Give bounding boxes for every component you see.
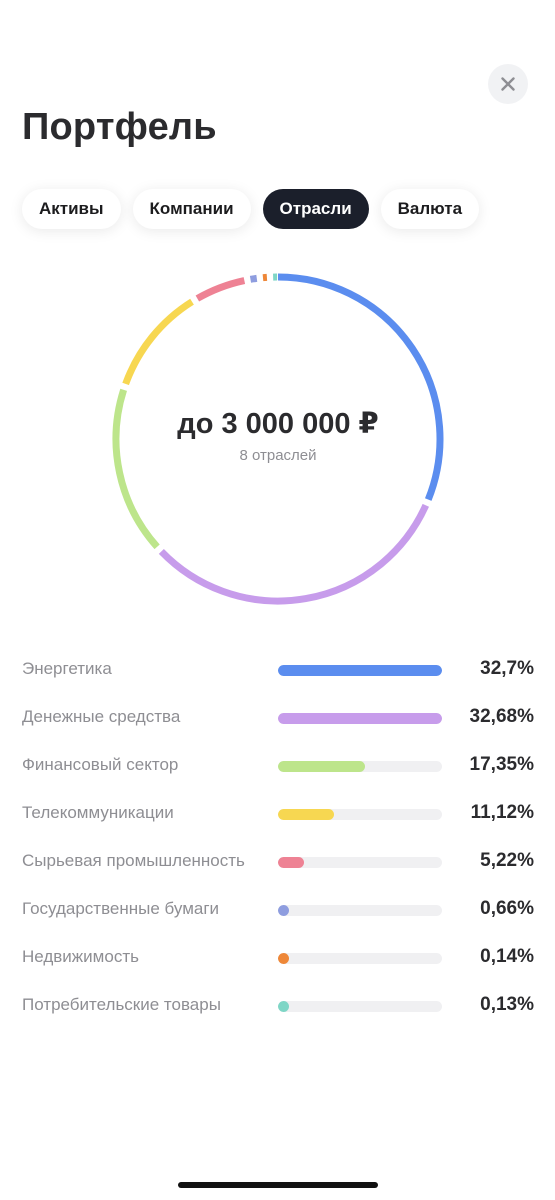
sector-name: Недвижимость <box>22 947 139 966</box>
close-icon <box>501 77 515 91</box>
sector-bar <box>278 809 442 820</box>
donut-segment <box>195 277 246 302</box>
sector-bar-fill <box>278 953 289 964</box>
sector-bar-fill <box>278 857 305 868</box>
sector-name: Финансовый сектор <box>22 755 179 774</box>
sector-row-financial[interactable]: Финансовый сектор 17,35% <box>22 743 534 791</box>
sector-percent: 32,68% <box>469 706 534 727</box>
sector-bar <box>278 761 442 772</box>
sector-row-energy[interactable]: Энергетика 32,7% <box>22 647 534 695</box>
donut-segment <box>122 298 194 386</box>
close-button[interactable] <box>488 64 528 104</box>
sector-bar-fill <box>278 809 334 820</box>
sector-percent: 11,12% <box>470 802 534 823</box>
sector-donut-chart: до 3 000 000 ₽ 8 отраслей <box>108 269 448 609</box>
donut-svg <box>112 273 444 605</box>
sector-row-materials[interactable]: Сырьевая промышленность 5,22% <box>22 839 534 887</box>
sector-name: Сырьевая промышленность <box>22 851 245 870</box>
sector-name: Потребительские товары <box>22 995 221 1014</box>
sector-percent: 0,66% <box>480 898 534 919</box>
tab-sectors[interactable]: Отрасли <box>262 189 369 229</box>
sector-bar-fill <box>278 665 442 676</box>
sector-bar <box>278 857 442 868</box>
sector-bar <box>278 1001 442 1012</box>
sector-name: Денежные средства <box>22 707 181 726</box>
home-indicator <box>178 1182 378 1188</box>
sector-row-cash[interactable]: Денежные средства 32,68% <box>22 695 534 743</box>
sector-row-consumer-goods[interactable]: Потребительские товары 0,13% <box>22 983 534 1031</box>
tab-assets[interactable]: Активы <box>22 189 121 229</box>
sector-bar-fill <box>278 761 365 772</box>
sector-list: Энергетика 32,7% Денежные средства 32,68… <box>22 647 534 1031</box>
sector-percent: 32,7% <box>480 658 534 679</box>
sector-bar <box>278 953 442 964</box>
sector-bar-fill <box>278 905 289 916</box>
sector-bar <box>278 905 442 916</box>
donut-segment <box>249 274 258 283</box>
sector-row-government-bonds[interactable]: Государственные бумаги 0,66% <box>22 887 534 935</box>
sector-bar <box>278 713 442 724</box>
filter-tabs: Активы Компании Отрасли Валюта <box>22 189 480 229</box>
sector-name: Телекоммуникации <box>22 803 174 822</box>
sector-bar <box>278 665 442 676</box>
sector-row-telecom[interactable]: Телекоммуникации 11,12% <box>22 791 534 839</box>
sector-bar-fill <box>278 713 442 724</box>
page-title: Портфель <box>22 106 217 148</box>
donut-segment <box>112 388 160 550</box>
sector-name: Энергетика <box>22 659 112 678</box>
sector-percent: 5,22% <box>480 850 534 871</box>
donut-segment <box>277 273 444 501</box>
sector-name: Государственные бумаги <box>22 899 220 918</box>
donut-segment <box>158 503 429 605</box>
sector-bar-fill <box>278 1001 289 1012</box>
sector-percent: 0,14% <box>480 946 534 967</box>
tab-companies[interactable]: Компании <box>132 189 251 229</box>
tab-currency[interactable]: Валюта <box>380 189 480 229</box>
sector-row-real-estate[interactable]: Недвижимость 0,14% <box>22 935 534 983</box>
sector-percent: 17,35% <box>469 754 534 775</box>
sector-percent: 0,13% <box>480 994 534 1015</box>
